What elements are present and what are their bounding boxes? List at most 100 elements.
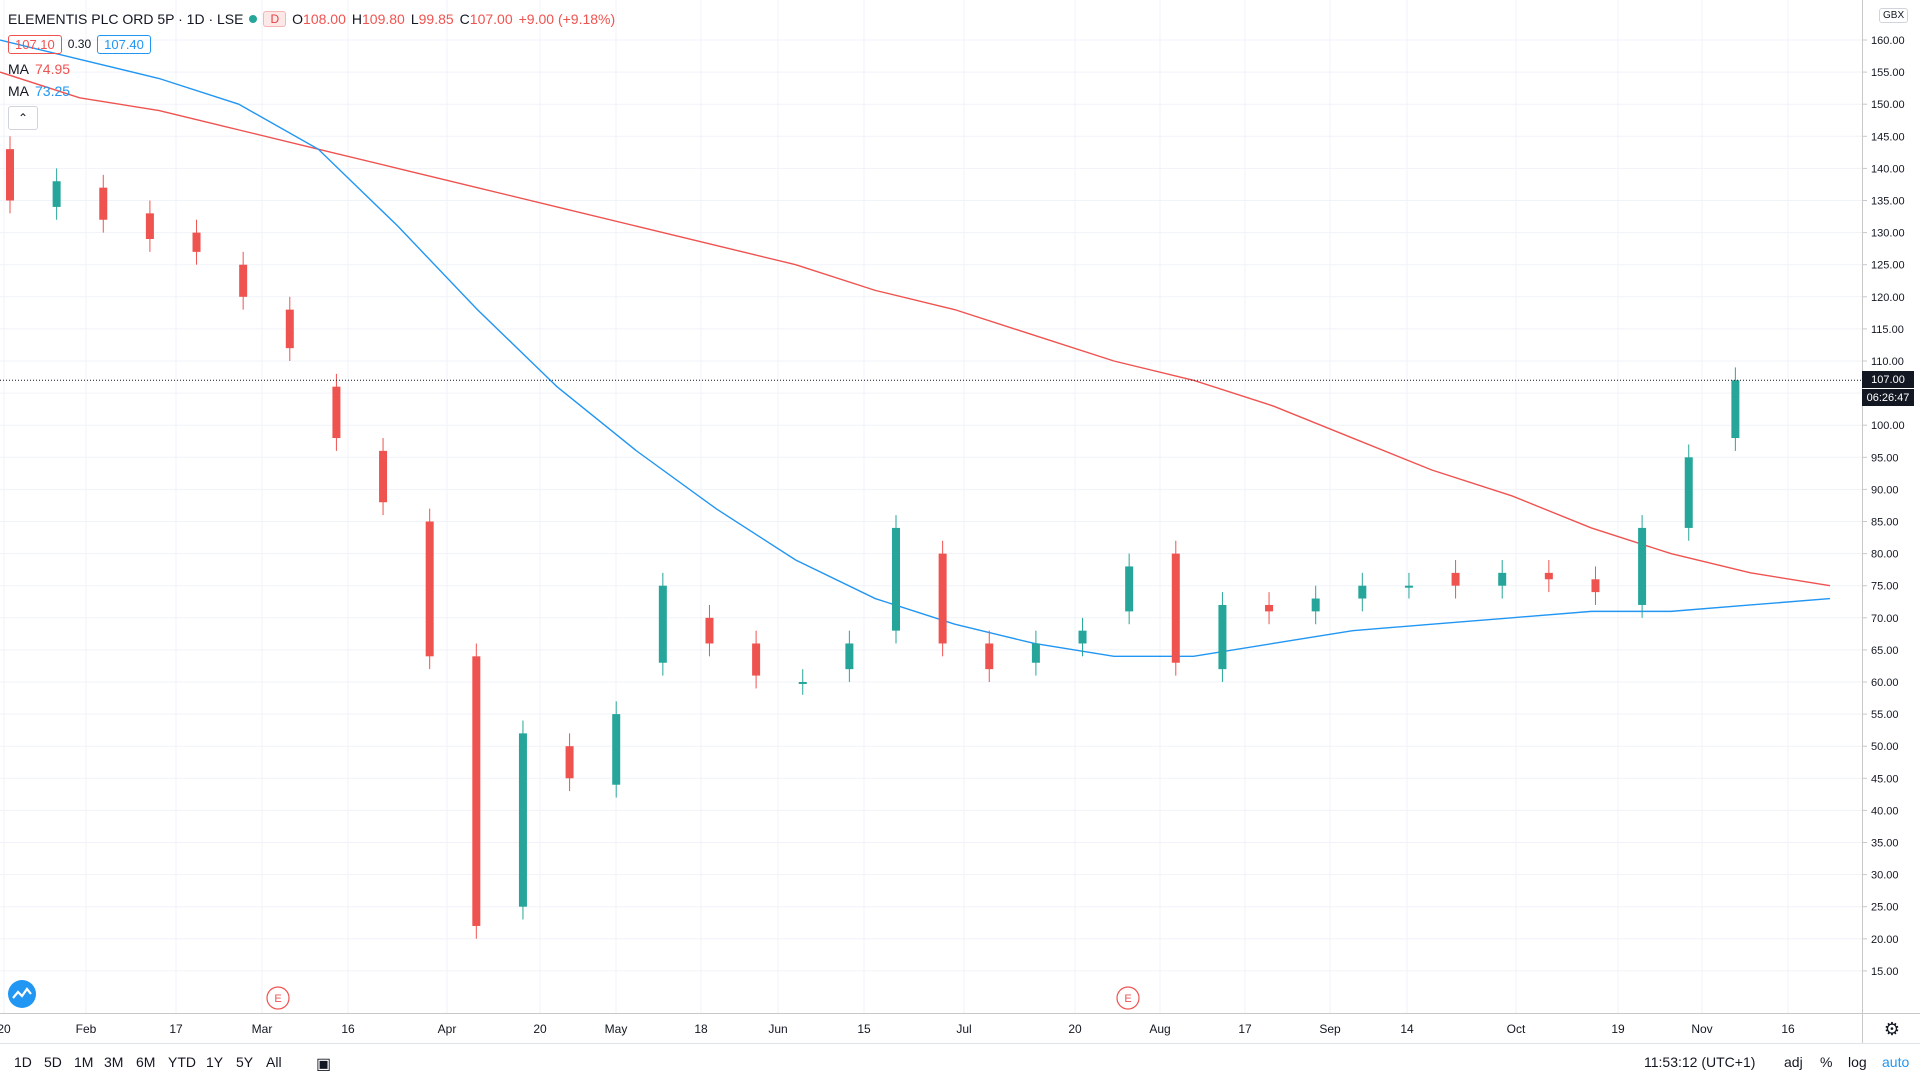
earnings-icon [1116, 986, 1140, 1010]
ohlc-close-label: C [459, 11, 470, 27]
time-tick-label: Sep [1319, 1022, 1341, 1036]
price-tick-label: 20.00 [1871, 934, 1899, 946]
time-tick-label: Mar [252, 1022, 273, 1036]
time-tick-label: 18 [694, 1022, 708, 1036]
ma1-value: 74.95 [35, 61, 71, 77]
bid-ask-row: 107.10 0.30 107.40 [8, 30, 615, 58]
candle-body [6, 149, 14, 201]
candle-body [425, 521, 434, 657]
time-axis[interactable]: 20 Feb 17 Mar 16 Apr 20 May 18 Jun 15 Jul 20 Aug 17 Sep… [0, 1013, 1862, 1044]
candle-body [379, 450, 388, 503]
ohlc-low-value: 99.85 [418, 11, 454, 27]
scale-option-adj[interactable]: adj [1784, 1054, 1803, 1070]
candle-body [239, 264, 248, 297]
time-tick-label: 20 [0, 1022, 11, 1036]
time-tick-label: 16 [341, 1022, 355, 1036]
candle-body [99, 187, 108, 220]
range-button-1m[interactable]: 1M [74, 1054, 94, 1070]
ohlc-low-label: L [410, 11, 419, 27]
price-tick-label: 30.00 [1871, 870, 1899, 882]
interval-badge[interactable]: D [263, 11, 287, 27]
time-tick-label: 14 [1400, 1022, 1414, 1036]
ask-price[interactable]: 107.40 [97, 34, 151, 54]
ma-row-1[interactable]: MA 74.95 [8, 58, 615, 80]
candle-body [472, 656, 481, 926]
price-tick-label: 15.00 [1871, 966, 1899, 978]
range-button-ytd[interactable]: YTD [168, 1054, 196, 1070]
bid-price[interactable]: 107.10 [8, 34, 62, 54]
ma2-label: MA [8, 83, 29, 99]
time-tick-label: 17 [1238, 1022, 1252, 1036]
price-axis-labels: 160.00 155.00 150.00 145.00 140.00 135.00 130.… [1863, 35, 1905, 978]
price-tick-label: 60.00 [1871, 677, 1899, 689]
price-axis[interactable]: 160.00 155.00 150.00 145.00 140.00 135.00 130.… [1862, 0, 1920, 1013]
ohlc-high-value: 109.80 [362, 11, 405, 27]
collapse-legend-button[interactable]: ⌃ [8, 106, 38, 130]
candle-body [1731, 380, 1740, 439]
currency-badge[interactable]: GBX [1879, 8, 1909, 23]
price-tick-label: 35.00 [1871, 838, 1899, 850]
earnings-icon [266, 986, 290, 1010]
price-tick-label: 110.00 [1871, 356, 1904, 368]
price-tick-label: 70.00 [1871, 613, 1899, 625]
candle-body [1171, 553, 1180, 663]
candle-body [798, 682, 807, 684]
time-tick-label: May [605, 1022, 628, 1036]
tradingview-logo-icon[interactable] [8, 980, 36, 1008]
price-tick-label: 95.00 [1871, 452, 1899, 464]
candle-body [1404, 585, 1413, 588]
clock-time[interactable]: 11:53:12 (UTC+1) [1644, 1054, 1756, 1070]
earnings-label: E [274, 993, 281, 1005]
candle-body [1638, 527, 1647, 605]
ma-row-2[interactable]: MA 73.25 [8, 80, 615, 102]
symbol-title[interactable]: ELEMENTIS PLC ORD 5P · 1D · LSE [8, 11, 244, 27]
spread-value: 0.30 [67, 37, 92, 51]
price-tick-label: 40.00 [1871, 805, 1899, 817]
price-tick-label: 150.00 [1871, 99, 1905, 111]
ma-red-line [0, 71, 1831, 587]
time-tick-label: 19 [1611, 1022, 1625, 1036]
ma1-label: MA [8, 61, 29, 77]
price-tick-label: 145.00 [1871, 131, 1905, 143]
price-tick-label: 85.00 [1871, 517, 1899, 529]
time-tick-label: Jun [768, 1022, 787, 1036]
chart-settings-button[interactable]: ⚙ [1862, 1013, 1920, 1044]
candle-body [1544, 572, 1553, 580]
range-button-6m[interactable]: 6M [136, 1054, 156, 1070]
candle-body [1218, 604, 1227, 670]
price-tick-label: 100.00 [1871, 420, 1905, 432]
chevron-up-icon: ⌃ [17, 111, 29, 125]
time-tick-label: Oct [1507, 1022, 1526, 1036]
price-tick-label: 155.00 [1871, 67, 1905, 79]
range-button-all[interactable]: All [266, 1054, 282, 1070]
time-tick-label: 20 [533, 1022, 547, 1036]
candle-body [1358, 585, 1367, 599]
candle-body [1125, 566, 1134, 612]
price-tick-label: 140.00 [1871, 163, 1905, 175]
price-tick-label: 120.00 [1871, 292, 1905, 304]
price-tick-label: 160.00 [1871, 35, 1905, 47]
price-tick-label: 130.00 [1871, 228, 1905, 240]
candle-body [845, 643, 854, 670]
ohlc-high-label: H [351, 11, 362, 27]
scale-option-auto[interactable]: auto [1882, 1054, 1910, 1070]
scale-option-log[interactable]: log [1848, 1054, 1867, 1070]
range-button-1y[interactable]: 1Y [206, 1054, 224, 1070]
price-tick-label: 135.00 [1871, 196, 1905, 208]
candle-body [1265, 604, 1274, 612]
time-tick-label: Apr [438, 1022, 457, 1036]
earnings-marker: E [1116, 986, 1140, 1010]
chart-legend: ELEMENTIS PLC ORD 5P · 1D · LSE D O 108.0… [8, 8, 615, 130]
date-range-icon[interactable]: ▣ [316, 1056, 332, 1073]
range-button-5d[interactable]: 5D [44, 1054, 62, 1070]
ohlc-close-value: 107.00 [469, 11, 513, 27]
range-button-5y[interactable]: 5Y [236, 1054, 254, 1070]
range-button-1d[interactable]: 1D [14, 1054, 32, 1070]
range-button-3m[interactable]: 3M [104, 1054, 124, 1070]
candle-body [612, 714, 621, 785]
candle-body [145, 213, 154, 240]
price-tick-label: 25.00 [1871, 902, 1899, 914]
scale-option-percent[interactable]: % [1820, 1054, 1833, 1070]
